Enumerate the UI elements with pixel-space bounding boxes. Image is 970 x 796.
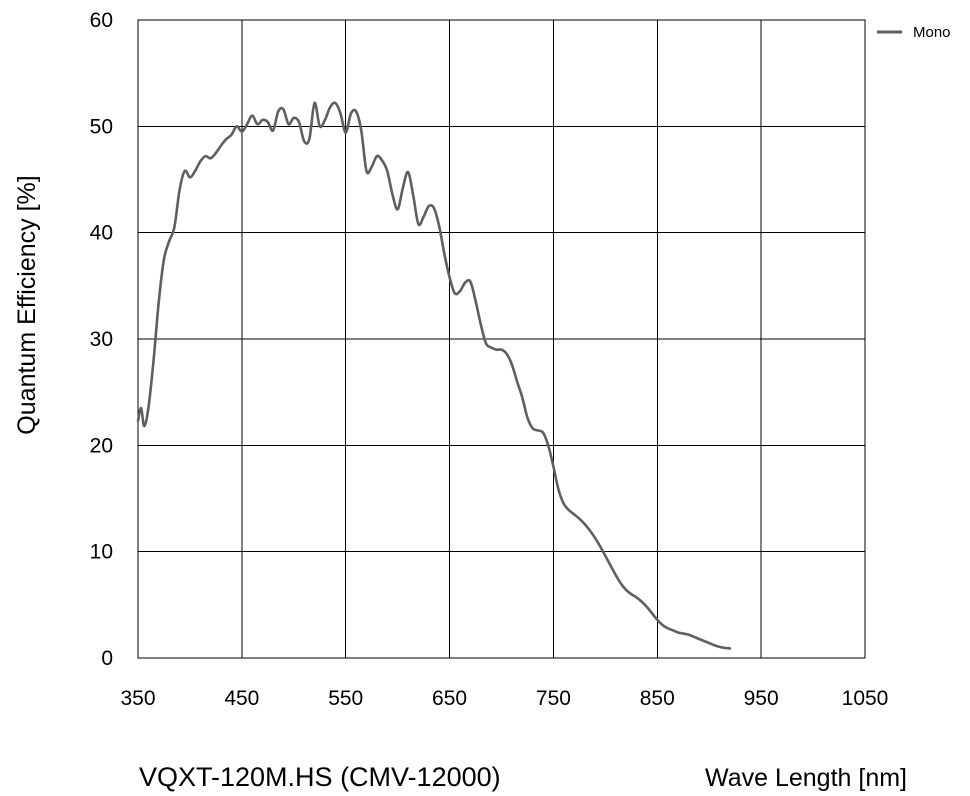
x-tick-label-0: 350: [120, 687, 155, 710]
y-tick-label-4: 40: [90, 222, 113, 245]
x-tick-label-4: 750: [536, 687, 571, 710]
x-tick-label-7: 1050: [842, 687, 889, 710]
legend-label-mono: Mono: [913, 24, 951, 41]
y-tick-label-6: 60: [90, 9, 113, 32]
y-tick-label-3: 30: [90, 328, 113, 351]
y-tick-labels: 0 10 20 30 40 50 60: [90, 9, 113, 670]
series-layer: [136, 101, 732, 650]
y-tick-label-1: 10: [90, 541, 113, 564]
x-tick-labels: 350 450 550 650 750 850 950 1050: [120, 687, 888, 710]
x-tick-label-5: 850: [640, 687, 675, 710]
legend: Mono: [877, 24, 951, 41]
y-tick-label-2: 20: [90, 434, 113, 457]
x-tick-label-2: 550: [328, 687, 363, 710]
plot-frame: [137, 19, 866, 659]
grid-lines: [137, 19, 866, 659]
series-line-mono: [136, 101, 732, 650]
x-tick-label-3: 650: [432, 687, 467, 710]
x-axis-title: Wave Length [nm]: [705, 764, 907, 792]
chart-caption: VQXT-120M.HS (CMV-12000): [139, 762, 501, 792]
x-tick-label-1: 450: [224, 687, 259, 710]
y-tick-label-0: 0: [101, 647, 113, 670]
y-tick-label-5: 50: [90, 115, 113, 138]
y-axis-title: Quantum Efficiency [%]: [13, 175, 41, 434]
x-tick-label-6: 950: [744, 687, 779, 710]
